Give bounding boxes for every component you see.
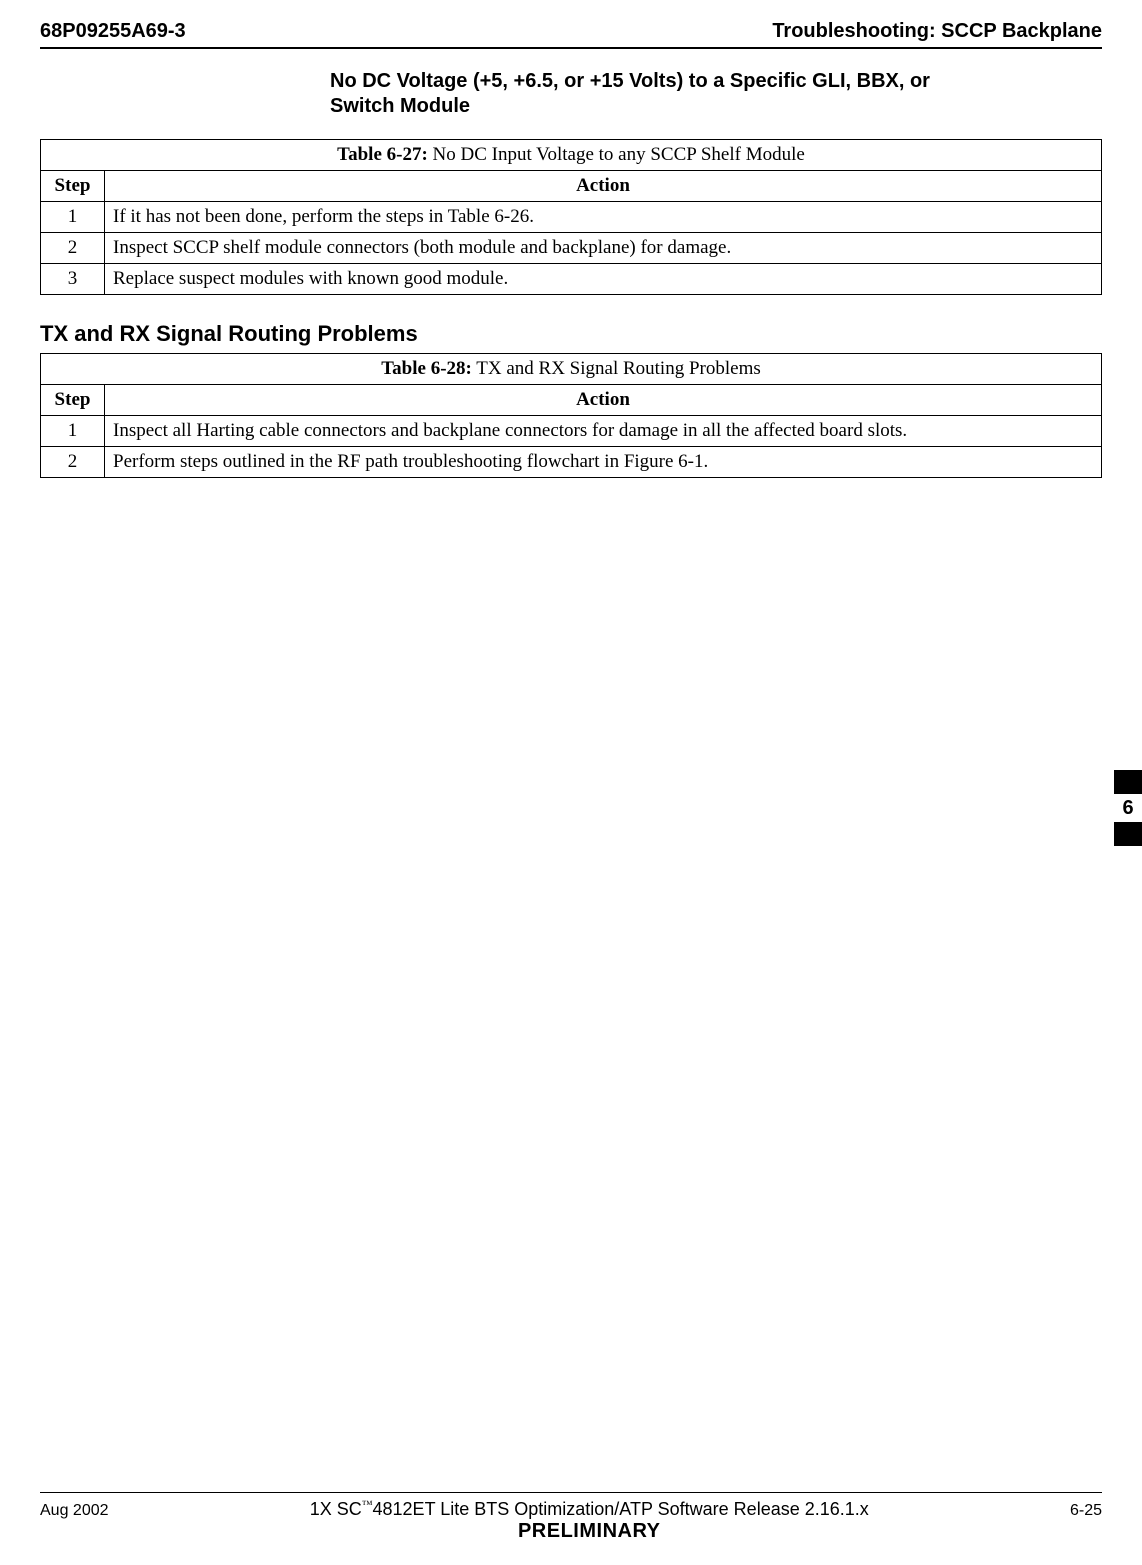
cell-step: 1 [41, 202, 105, 233]
table-row: 3 Replace suspect modules with known goo… [41, 264, 1102, 295]
subsection-heading: No DC Voltage (+5, +6.5, or +15 Volts) t… [330, 69, 1102, 119]
table-6-28-col-step: Step [41, 385, 105, 416]
doc-number: 68P09255A69-3 [40, 20, 186, 43]
cell-action: Inspect all Harting cable connectors and… [105, 416, 1102, 447]
tab-number: 6 [1114, 794, 1142, 822]
table-6-27-caption: No DC Input Voltage to any SCCP Shelf Mo… [428, 144, 805, 165]
table-6-27-label: Table 6-27: [337, 144, 428, 165]
table-6-28-caption: TX and RX Signal Routing Problems [472, 358, 761, 379]
footer-product-prefix: 1X SC [310, 1499, 362, 1519]
table-6-27-col-action: Action [105, 171, 1102, 202]
section-heading-tx-rx: TX and RX Signal Routing Problems [40, 321, 1102, 347]
page-header: 68P09255A69-3 Troubleshooting: SCCP Back… [40, 20, 1102, 49]
cell-step: 3 [41, 264, 105, 295]
footer-preliminary: PRELIMINARY [109, 1520, 1070, 1543]
table-6-27: Table 6-27: No DC Input Voltage to any S… [40, 139, 1102, 295]
chapter-tab: 6 [1114, 770, 1142, 846]
cell-step: 2 [41, 447, 105, 478]
tab-block-top [1114, 770, 1142, 794]
cell-action: If it has not been done, perform the ste… [105, 202, 1102, 233]
cell-action: Perform steps outlined in the RF path tr… [105, 447, 1102, 478]
footer-title-line: 1X SC™4812ET Lite BTS Optimization/ATP S… [109, 1499, 1070, 1520]
cell-action: Inspect SCCP shelf module connectors (bo… [105, 233, 1102, 264]
footer-product-suffix: 4812ET Lite BTS Optimization/ATP Softwar… [373, 1499, 869, 1519]
trademark-icon: ™ [362, 1499, 373, 1511]
cell-step: 1 [41, 416, 105, 447]
table-6-28: Table 6-28: TX and RX Signal Routing Pro… [40, 353, 1102, 478]
header-title: Troubleshooting: SCCP Backplane [772, 20, 1102, 43]
table-6-28-label: Table 6-28: [381, 358, 472, 379]
footer-date: Aug 2002 [40, 1502, 109, 1520]
table-6-28-col-action: Action [105, 385, 1102, 416]
cell-action: Replace suspect modules with known good … [105, 264, 1102, 295]
table-row: 1 Inspect all Harting cable connectors a… [41, 416, 1102, 447]
table-6-27-col-step: Step [41, 171, 105, 202]
table-row: 2 Inspect SCCP shelf module connectors (… [41, 233, 1102, 264]
page-footer: Aug 2002 1X SC™4812ET Lite BTS Optimizat… [40, 1492, 1102, 1543]
table-row: 1 If it has not been done, perform the s… [41, 202, 1102, 233]
table-6-28-title: Table 6-28: TX and RX Signal Routing Pro… [41, 354, 1102, 385]
tab-block-bottom [1114, 822, 1142, 846]
cell-step: 2 [41, 233, 105, 264]
footer-page-number: 6-25 [1070, 1502, 1102, 1520]
table-row: 2 Perform steps outlined in the RF path … [41, 447, 1102, 478]
table-6-27-title: Table 6-27: No DC Input Voltage to any S… [41, 140, 1102, 171]
